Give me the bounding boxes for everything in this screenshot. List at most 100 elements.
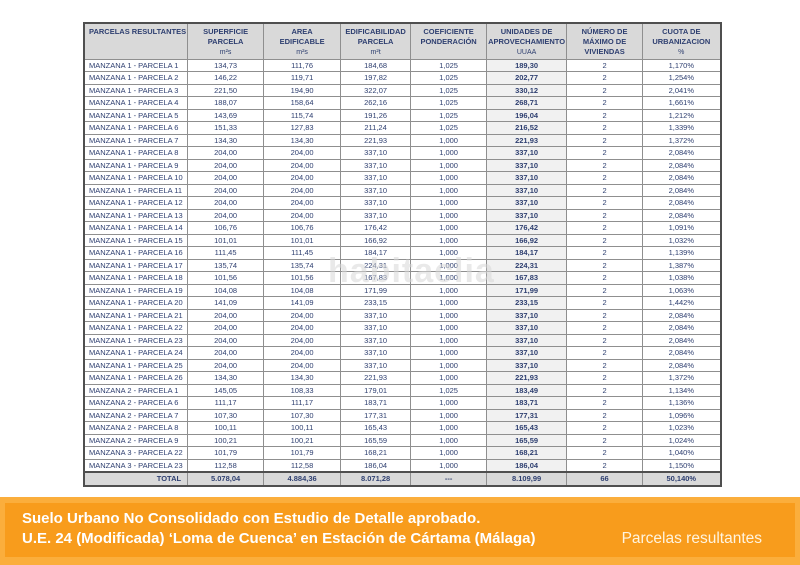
value-cell: 166,92: [486, 233, 568, 248]
value-cell: 101,79: [263, 446, 342, 460]
value-cell: 337,10: [340, 321, 412, 335]
value-cell: 1,000: [410, 433, 488, 448]
value-cell: 1,000: [410, 133, 488, 148]
value-cell: 2: [566, 208, 644, 223]
column-header: PARCELAS RESULTANTES: [83, 22, 189, 60]
table-row: MANZANA 1 - PARCELA 6 151,33 127,83 211,24 1…: [83, 121, 722, 135]
value-cell: 165,43: [486, 421, 568, 435]
value-cell: 204,00: [187, 358, 265, 373]
table-row: MANZANA 1 - PARCELA 18 101,56 101,56 167,83…: [83, 271, 722, 285]
value-cell: 106,76: [263, 221, 342, 235]
value-cell: 262,16: [340, 96, 412, 110]
table-row: MANZANA 1 - PARCELA 23 204,00 204,00 337,10…: [83, 333, 722, 348]
value-cell: 165,59: [340, 433, 412, 448]
parcelas-resultantes-table: PARCELAS RESULTANTES SUPERFICIE PARCELA m²s…: [83, 22, 722, 487]
parcel-name-cell: MANZANA 2 - PARCELA 7: [83, 408, 189, 423]
value-cell: 101,79: [187, 446, 265, 460]
total-row: TOTAL 5.078,04 4.884,36 8.071,28 --- 8.109,99…: [83, 470, 722, 487]
value-cell: 166,92: [340, 233, 412, 248]
value-cell: 1,000: [410, 308, 488, 323]
footer-title: Suelo Urbano No Consolidado con Estudio …: [22, 509, 535, 549]
value-cell: 134,30: [187, 133, 265, 148]
value-cell: 2: [566, 396, 644, 410]
parcel-name-cell: MANZANA 1 - PARCELA 13: [83, 208, 189, 223]
value-cell: 101,56: [187, 271, 265, 285]
value-cell: 2,084%: [642, 358, 722, 373]
table-row: MANZANA 2 - PARCELA 1 145,05 108,33 179,01 1…: [83, 383, 722, 398]
total-label-cell: TOTAL: [83, 470, 189, 487]
value-cell: 1,136%: [642, 396, 722, 410]
table-row: MANZANA 1 - PARCELA 17 135,74 135,74 224,31…: [83, 258, 722, 273]
value-cell: 337,10: [340, 158, 412, 173]
value-cell: 107,30: [263, 408, 342, 423]
value-cell: 165,43: [340, 421, 412, 435]
value-cell: 204,00: [187, 208, 265, 223]
value-cell: 177,31: [340, 408, 412, 423]
footer-title-line2: U.E. 24 (Modificada) ‘Loma de Cuenca’ en…: [22, 530, 536, 547]
value-cell: 2: [566, 196, 644, 210]
parcel-name-cell: MANZANA 3 - PARCELA 22: [83, 446, 189, 460]
table-row: MANZANA 1 - PARCELA 16 111,45 111,45 184,17…: [83, 246, 722, 260]
value-cell: 111,17: [187, 396, 265, 410]
value-cell: 233,15: [340, 296, 412, 310]
value-cell: 183,49: [486, 383, 568, 398]
value-cell: 186,04: [486, 458, 568, 473]
value-cell: 134,30: [187, 371, 265, 385]
value-cell: 1,000: [410, 408, 488, 423]
value-cell: 1,000: [410, 271, 488, 285]
value-cell: 1,000: [410, 233, 488, 248]
value-cell: 134,30: [263, 133, 342, 148]
value-cell: 1,212%: [642, 108, 722, 123]
value-cell: 104,08: [263, 283, 342, 298]
parcel-name-cell: MANZANA 3 - PARCELA 23: [83, 458, 189, 473]
table-row: MANZANA 1 - PARCELA 9 204,00 204,00 337,10 1…: [83, 158, 722, 173]
value-cell: 127,83: [263, 121, 342, 135]
value-cell: 1,096%: [642, 408, 722, 423]
value-cell: 204,00: [187, 321, 265, 335]
value-cell: 2: [566, 271, 644, 285]
value-cell: 186,04: [340, 458, 412, 473]
value-cell: 111,76: [263, 58, 342, 73]
value-cell: 1,339%: [642, 121, 722, 135]
value-cell: 2: [566, 258, 644, 273]
value-cell: 1,000: [410, 246, 488, 260]
column-header: SUPERFICIE PARCELA m²s: [187, 22, 265, 60]
parcel-name-cell: MANZANA 1 - PARCELA 23: [83, 333, 189, 348]
value-cell: 101,56: [263, 271, 342, 285]
table-row: MANZANA 1 - PARCELA 25 204,00 204,00 337,10…: [83, 358, 722, 373]
parcel-name-cell: MANZANA 1 - PARCELA 11: [83, 183, 189, 198]
parcel-name-cell: MANZANA 1 - PARCELA 3: [83, 83, 189, 98]
value-cell: 233,15: [486, 296, 568, 310]
value-cell: 1,063%: [642, 283, 722, 298]
value-cell: 2: [566, 233, 644, 248]
value-cell: 194,90: [263, 83, 342, 98]
value-cell: 188,07: [187, 96, 265, 110]
value-cell: 184,68: [340, 58, 412, 73]
value-cell: 1,025: [410, 121, 488, 135]
value-cell: 337,10: [486, 346, 568, 360]
value-cell: 2,084%: [642, 146, 722, 160]
table-row: MANZANA 1 - PARCELA 20 141,09 141,09 233,15…: [83, 296, 722, 310]
table-row: MANZANA 1 - PARCELA 10 204,00 204,00 337,10…: [83, 171, 722, 185]
value-cell: 2: [566, 296, 644, 310]
value-cell: 177,31: [486, 408, 568, 423]
value-cell: 2: [566, 458, 644, 473]
value-cell: 1,000: [410, 296, 488, 310]
value-cell: 4.884,36: [263, 470, 342, 487]
value-cell: 1,000: [410, 358, 488, 373]
value-cell: 8.071,28: [340, 470, 412, 487]
value-cell: 2: [566, 146, 644, 160]
value-cell: 2: [566, 71, 644, 85]
value-cell: 1,000: [410, 446, 488, 460]
value-cell: 337,10: [340, 183, 412, 198]
value-cell: 183,71: [340, 396, 412, 410]
value-cell: 337,10: [486, 333, 568, 348]
column-header: AREA EDIFICABLE m²s: [263, 22, 342, 60]
value-cell: 204,00: [187, 333, 265, 348]
value-cell: 141,09: [263, 296, 342, 310]
value-cell: 211,24: [340, 121, 412, 135]
value-cell: 1,134%: [642, 383, 722, 398]
value-cell: 337,10: [486, 158, 568, 173]
value-cell: 204,00: [263, 321, 342, 335]
